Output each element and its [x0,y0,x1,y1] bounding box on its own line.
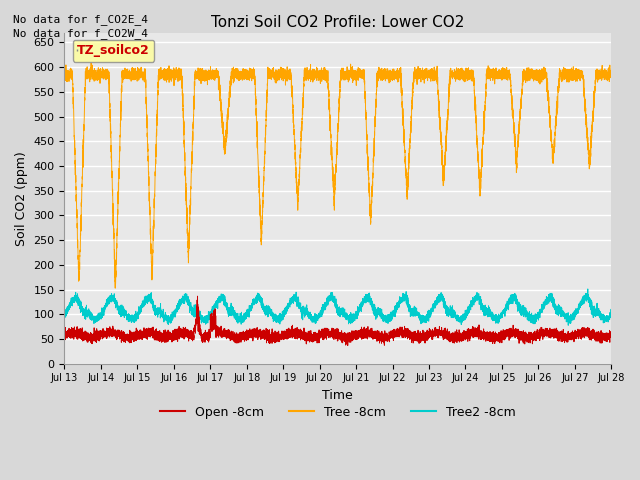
Open -8cm [607,335,615,340]
Text: No data for f_CO2E_4: No data for f_CO2E_4 [13,13,148,24]
Y-axis label: Soil CO2 (ppm): Soil CO2 (ppm) [15,151,28,245]
Open -8cm [495,333,503,338]
Tree2 -8cm [408,306,416,312]
Tree2 -8cm [564,323,572,328]
Line: Open -8cm: Open -8cm [65,296,611,346]
Tree -8cm [111,285,119,291]
Tree -8cm [408,101,416,107]
Open -8cm [259,330,266,336]
Tree -8cm [466,72,474,78]
Open -8cm [466,336,474,341]
Text: No data for f_CO2W_4: No data for f_CO2W_4 [13,28,148,39]
Tree2 -8cm [88,315,96,321]
Open -8cm [194,293,202,299]
Tree -8cm [607,70,615,76]
Tree -8cm [259,208,266,214]
Legend: Open -8cm, Tree -8cm, Tree2 -8cm: Open -8cm, Tree -8cm, Tree2 -8cm [155,401,521,424]
Tree2 -8cm [466,303,474,309]
Open -8cm [408,332,416,337]
Tree -8cm [384,72,392,77]
Tree -8cm [87,60,95,66]
Title: Tonzi Soil CO2 Profile: Lower CO2: Tonzi Soil CO2 Profile: Lower CO2 [211,15,465,30]
Tree -8cm [88,72,96,77]
Tree -8cm [61,72,68,78]
Tree2 -8cm [384,321,392,326]
Tree2 -8cm [61,312,68,317]
Open -8cm [88,339,96,345]
Tree -8cm [495,69,503,74]
Open -8cm [344,343,351,348]
Tree2 -8cm [584,286,591,292]
Line: Tree2 -8cm: Tree2 -8cm [65,289,611,325]
Tree2 -8cm [607,313,615,319]
X-axis label: Time: Time [323,389,353,402]
Open -8cm [61,333,68,339]
Line: Tree -8cm: Tree -8cm [65,63,611,288]
Tree2 -8cm [259,303,266,309]
Open -8cm [384,333,392,339]
Tree2 -8cm [495,313,503,319]
